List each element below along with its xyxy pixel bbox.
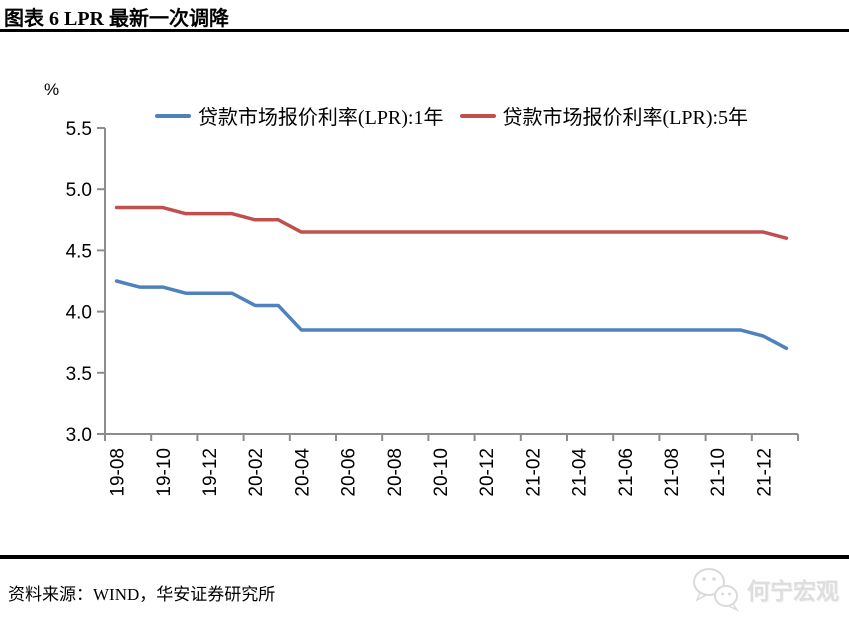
watermark-text: 何宁宏观 bbox=[747, 578, 839, 604]
line-lpr-5y bbox=[114, 205, 789, 240]
y-tick-label: 4.0 bbox=[66, 303, 92, 324]
x-tick-label: 20-04 bbox=[292, 448, 313, 497]
y-tick-label: 5.5 bbox=[66, 119, 92, 140]
x-tick-label: 21-12 bbox=[754, 448, 775, 497]
x-tick-label: 19-08 bbox=[108, 448, 129, 497]
source-note: 资料来源：WIND，华安证券研究所 bbox=[8, 585, 276, 604]
legend-swatch-5y bbox=[459, 113, 496, 118]
title-underline bbox=[0, 29, 849, 32]
figure-title: 图表 6 LPR 最新一次调降 bbox=[4, 8, 229, 30]
wechat-icon bbox=[693, 568, 740, 612]
legend-item-lpr-5y: 贷款市场报价利率(LPR):5年 bbox=[459, 101, 749, 130]
x-tick-label: 21-10 bbox=[708, 448, 729, 497]
legend-item-lpr-1y: 贷款市场报价利率(LPR):1年 bbox=[154, 101, 444, 130]
x-tick-label: 21-04 bbox=[570, 448, 591, 497]
x-tick-label: 20-08 bbox=[385, 448, 406, 497]
x-tick-label: 20-10 bbox=[431, 448, 452, 497]
chart-legend: 贷款市场报价利率(LPR):1年 贷款市场报价利率(LPR):5年 bbox=[105, 101, 798, 130]
y-axis-unit-label: % bbox=[44, 80, 60, 99]
legend-label-1y: 贷款市场报价利率(LPR):1年 bbox=[197, 107, 444, 129]
legend-swatch-1y bbox=[154, 113, 191, 118]
x-tick-label: 19-10 bbox=[154, 448, 175, 497]
bottom-rule bbox=[0, 555, 849, 559]
watermark: 何宁宏观 bbox=[690, 566, 839, 612]
y-tick-label: 3.0 bbox=[66, 425, 92, 446]
x-tick-label: 21-08 bbox=[662, 448, 683, 497]
x-tick-label: 21-06 bbox=[616, 448, 637, 497]
y-tick-label: 5.0 bbox=[66, 180, 92, 201]
x-tick-label: 19-12 bbox=[200, 448, 221, 497]
x-tick-label: 20-06 bbox=[339, 448, 360, 497]
x-tick-label: 21-02 bbox=[523, 448, 544, 497]
line-lpr-1y bbox=[114, 279, 789, 351]
lpr-line-chart: 5.5 5.0 4.5 4.0 3.5 3.0 19-08 19-10 19-12 20-02 20… bbox=[66, 119, 799, 497]
y-tick-label: 3.5 bbox=[66, 364, 92, 385]
y-tick-label: 4.5 bbox=[66, 241, 92, 262]
x-tick-label: 20-02 bbox=[246, 448, 267, 497]
x-tick-label: 20-12 bbox=[477, 448, 498, 497]
legend-label-5y: 贷款市场报价利率(LPR):5年 bbox=[502, 107, 749, 129]
